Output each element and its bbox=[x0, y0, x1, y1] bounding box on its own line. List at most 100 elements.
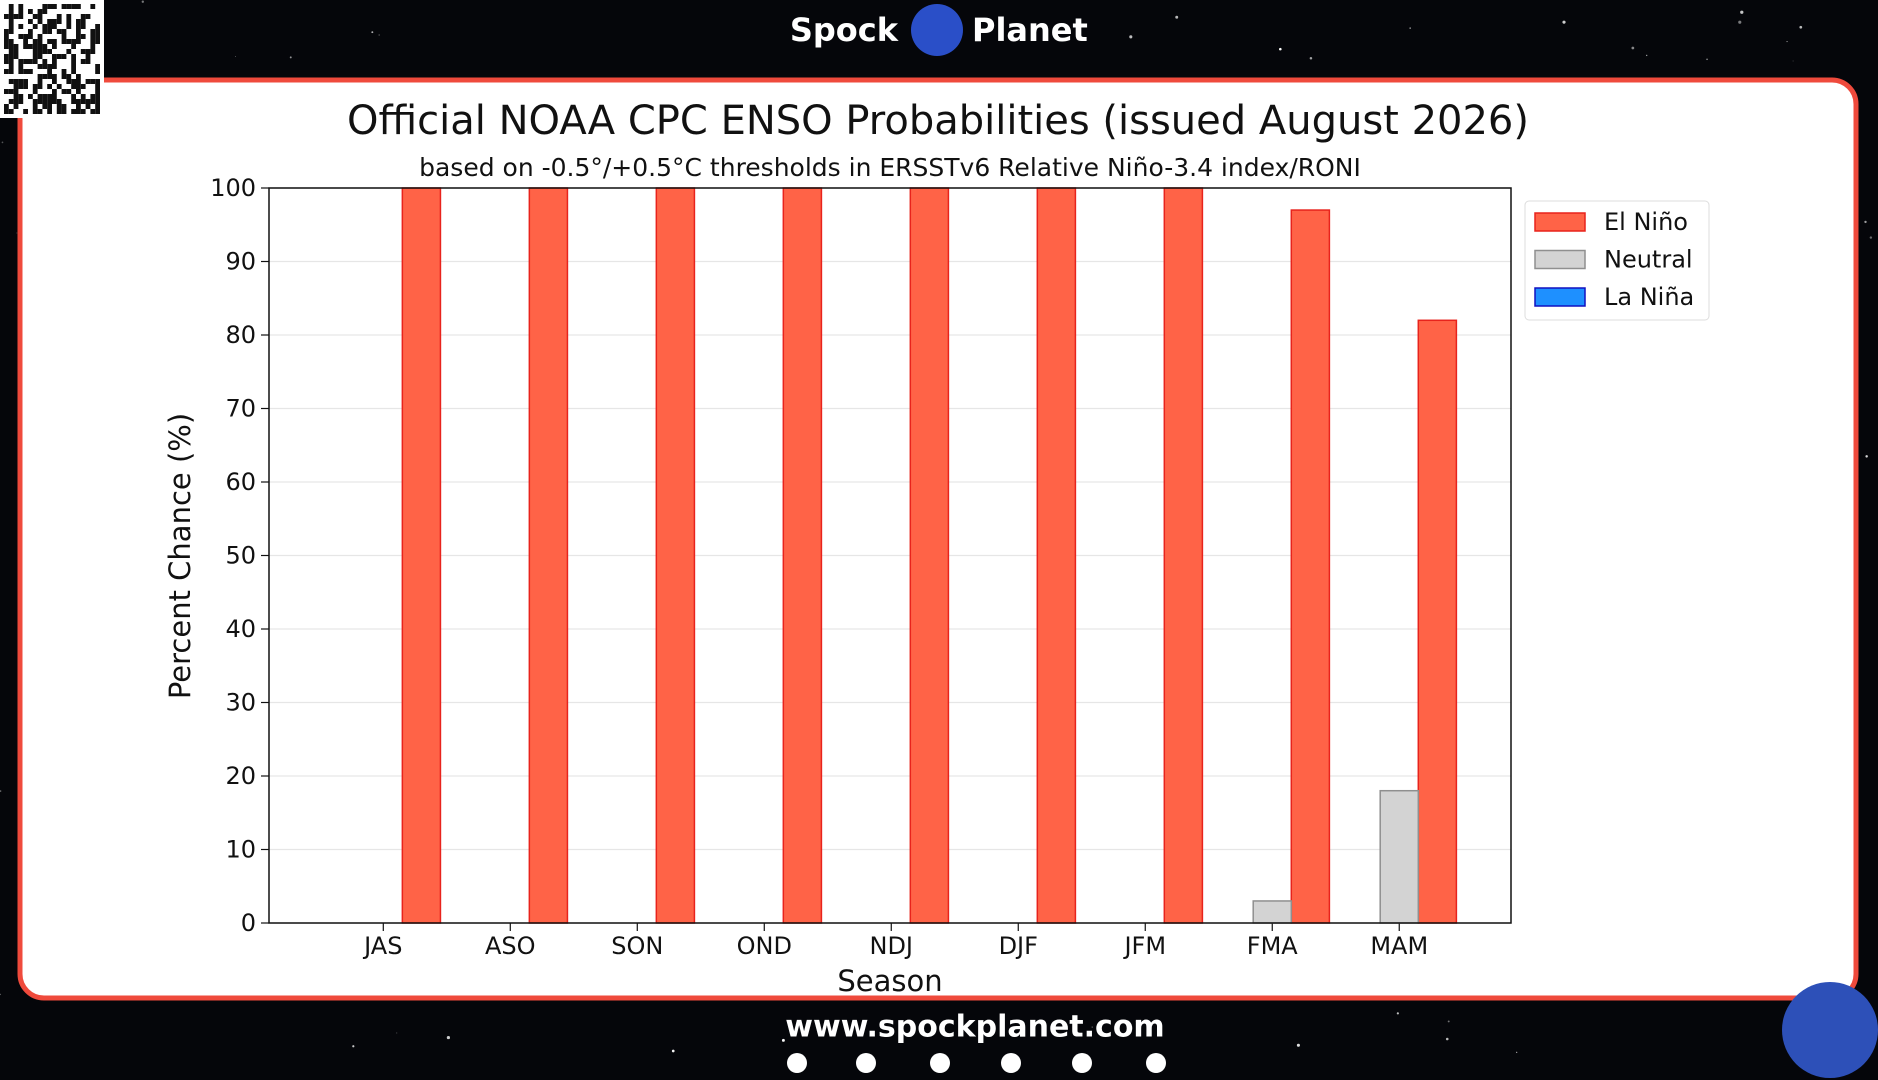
y-tick-label: 0 bbox=[241, 909, 256, 937]
social-icons bbox=[787, 1053, 1166, 1073]
x-tick-label: ASO bbox=[485, 932, 536, 960]
qr-cell bbox=[8, 109, 14, 114]
qr-cell bbox=[37, 74, 43, 79]
qr-cell bbox=[47, 4, 52, 9]
qr-cell bbox=[71, 69, 76, 74]
qr-cell bbox=[42, 9, 48, 14]
qr-cell bbox=[8, 79, 14, 84]
qr-cell bbox=[95, 94, 100, 99]
qr-cell bbox=[32, 84, 38, 89]
x-axis-label: Season bbox=[837, 964, 942, 998]
qr-cell bbox=[95, 34, 100, 39]
qr-cell bbox=[95, 29, 100, 34]
legend-label: El Niño bbox=[1604, 208, 1688, 236]
star bbox=[446, 1035, 450, 1040]
qr-cell bbox=[8, 44, 14, 49]
star bbox=[1447, 1020, 1450, 1023]
qr-cell bbox=[52, 4, 57, 9]
qr-cell bbox=[61, 104, 67, 109]
qr-cell bbox=[61, 69, 67, 74]
qr-cell bbox=[71, 84, 76, 89]
qr-cell bbox=[90, 34, 96, 39]
qr-cell bbox=[13, 89, 19, 94]
qr-cell bbox=[90, 99, 96, 104]
qr-cell bbox=[8, 39, 14, 44]
qr-cell bbox=[56, 14, 62, 19]
bar bbox=[909, 187, 950, 924]
qr-cell bbox=[47, 29, 52, 34]
y-tick-label: 90 bbox=[225, 248, 256, 276]
star bbox=[1409, 27, 1411, 29]
qr-cell bbox=[95, 84, 100, 89]
bar bbox=[1417, 319, 1458, 924]
icon[interactable] bbox=[1146, 1053, 1166, 1073]
qr-cell bbox=[71, 109, 76, 114]
qr-cell bbox=[95, 24, 100, 29]
icon[interactable] bbox=[787, 1053, 807, 1073]
qr-cell bbox=[42, 74, 48, 79]
icon[interactable] bbox=[930, 1053, 950, 1073]
qr-cell bbox=[47, 49, 52, 54]
icon[interactable] bbox=[856, 1053, 876, 1073]
star bbox=[1562, 20, 1566, 24]
qr-cell bbox=[76, 99, 81, 104]
qr-cell bbox=[32, 54, 38, 59]
qr-cell bbox=[8, 69, 14, 74]
y-axis-label: Percent Chance (%) bbox=[163, 413, 197, 699]
qr-cell bbox=[80, 49, 86, 54]
qr-cell bbox=[95, 69, 100, 74]
qr-cell bbox=[42, 4, 48, 9]
qr-cell bbox=[18, 94, 24, 99]
qr-cell bbox=[23, 84, 28, 89]
qr-cell bbox=[28, 29, 33, 34]
star bbox=[1175, 15, 1179, 19]
icon[interactable] bbox=[1001, 1053, 1021, 1073]
qr-cell bbox=[61, 74, 67, 79]
brand-right: Planet bbox=[972, 11, 1088, 49]
qr-cell bbox=[52, 99, 57, 104]
qr-cell bbox=[13, 54, 19, 59]
icon[interactable] bbox=[1072, 1053, 1092, 1073]
qr-cell bbox=[42, 94, 48, 99]
qr-cell bbox=[8, 59, 14, 64]
qr-cell bbox=[18, 9, 24, 14]
qr-cell bbox=[8, 64, 14, 69]
qr-cell bbox=[95, 39, 100, 44]
qr-cell bbox=[85, 54, 91, 59]
qr-cell bbox=[66, 19, 72, 24]
qr-cell bbox=[47, 39, 52, 44]
qr-cell bbox=[47, 84, 52, 89]
qr-cell bbox=[66, 14, 72, 19]
qr-cell bbox=[8, 9, 14, 14]
qr-cell bbox=[32, 109, 38, 114]
qr-cell bbox=[90, 49, 96, 54]
qr-cell bbox=[4, 39, 9, 44]
star bbox=[671, 1049, 675, 1053]
qr-cell bbox=[80, 34, 86, 39]
bar bbox=[1036, 187, 1077, 924]
qr-cell bbox=[52, 44, 57, 49]
qr-cell bbox=[76, 104, 81, 109]
qr-cell bbox=[56, 19, 62, 24]
qr-cell bbox=[61, 109, 67, 114]
qr-cell bbox=[37, 34, 43, 39]
qr-cell bbox=[32, 24, 38, 29]
qr-cell bbox=[18, 64, 24, 69]
x-tick-label: NDJ bbox=[870, 932, 914, 960]
qr-cell bbox=[47, 19, 52, 24]
qr-cell bbox=[52, 54, 57, 59]
footer-url[interactable]: www.spockplanet.com bbox=[785, 1010, 1164, 1045]
y-tick-label: 20 bbox=[225, 762, 256, 790]
qr-cell bbox=[42, 59, 48, 64]
qr-cell bbox=[28, 69, 33, 74]
qr-cell bbox=[52, 24, 57, 29]
qr-cell bbox=[13, 104, 19, 109]
qr-cell bbox=[85, 99, 91, 104]
bar bbox=[1163, 187, 1204, 924]
chart-subtitle: based on -0.5°/+0.5°C thresholds in ERSS… bbox=[419, 153, 1361, 182]
qr-cell bbox=[76, 39, 81, 44]
qr-cell bbox=[37, 39, 43, 44]
qr-cell bbox=[71, 79, 76, 84]
qr-cell bbox=[8, 49, 14, 54]
